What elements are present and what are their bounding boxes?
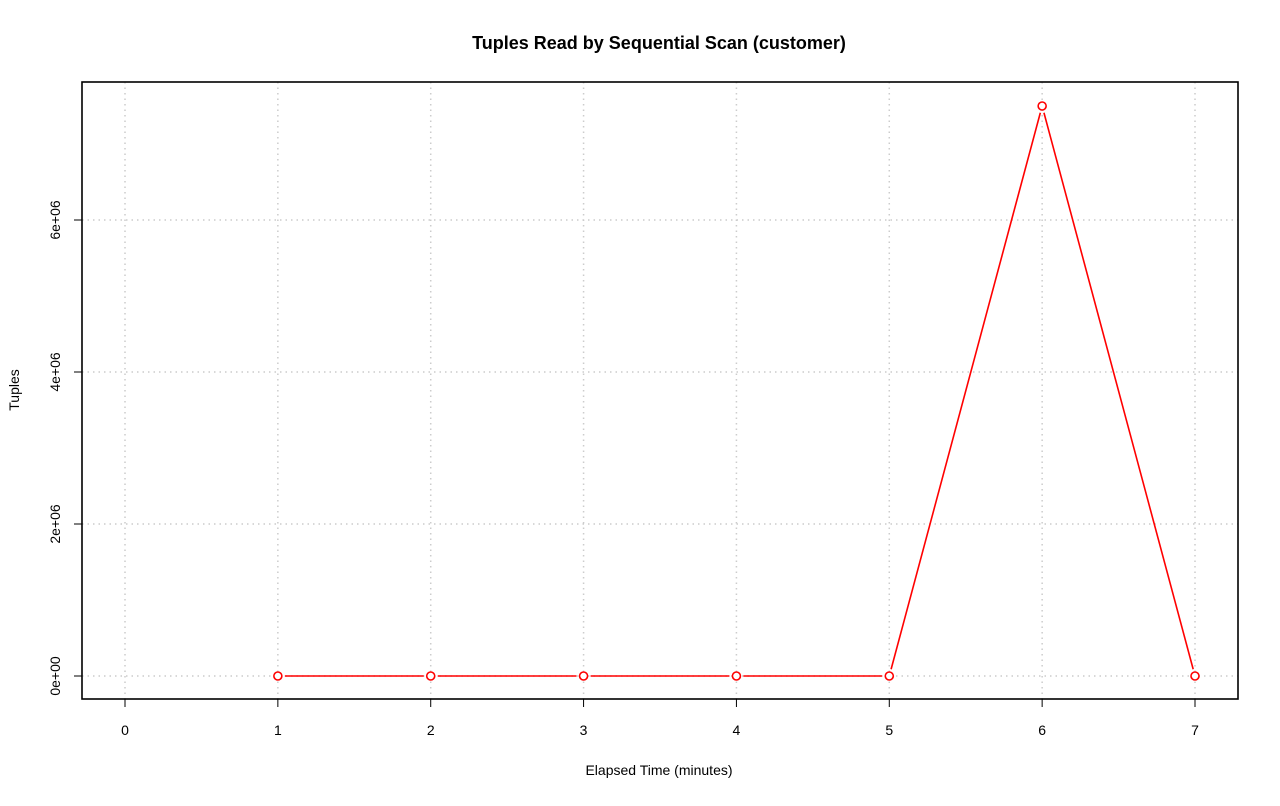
- x-axis-label: Elapsed Time (minutes): [585, 762, 732, 778]
- y-tick-label: 2e+06: [47, 504, 63, 544]
- x-tick-label: 3: [580, 722, 588, 738]
- data-point: [578, 671, 589, 681]
- data-point: [273, 671, 283, 681]
- series-segment: [1043, 112, 1194, 670]
- plot-frame: [81, 81, 1239, 700]
- x-tick-label: 5: [885, 722, 893, 738]
- data-point: [1190, 671, 1200, 681]
- series-layer: [273, 101, 1200, 681]
- x-tick-label: 6: [1038, 722, 1046, 738]
- x-tick-label: 7: [1191, 722, 1199, 738]
- chart-title: Tuples Read by Sequential Scan (customer…: [472, 33, 846, 53]
- x-axis: 0 1 2 3 4 5 6 7: [121, 698, 1199, 738]
- y-axis-label: Tuples: [6, 369, 22, 411]
- data-point: [884, 671, 895, 681]
- y-axis: 0e+00 2e+06 4e+06 6e+06: [47, 200, 83, 696]
- data-point: [731, 671, 742, 681]
- y-tick-label: 4e+06: [47, 352, 63, 392]
- x-tick-label: 4: [733, 722, 741, 738]
- x-tick-label: 2: [427, 722, 435, 738]
- grid-lines: [82, 82, 1238, 699]
- y-tick-label: 0e+00: [47, 656, 63, 696]
- data-point: [1037, 101, 1047, 111]
- y-tick-label: 6e+06: [47, 200, 63, 240]
- data-point: [425, 671, 436, 681]
- x-tick-label: 0: [121, 722, 129, 738]
- series-line: [284, 112, 1194, 677]
- x-tick-label: 1: [274, 722, 282, 738]
- series-segment: [890, 112, 1042, 670]
